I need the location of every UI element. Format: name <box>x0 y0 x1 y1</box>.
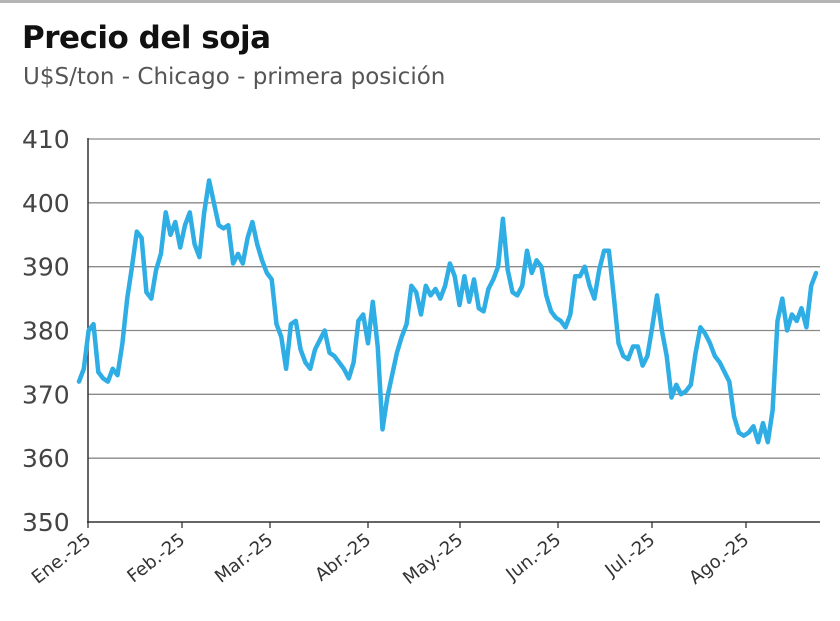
gridlines <box>88 138 820 459</box>
x-tick-label: Abr.-25 <box>311 529 375 585</box>
y-tick-label: 350 <box>22 508 70 537</box>
top-rule <box>0 0 840 3</box>
x-tick-label: Mar.-25 <box>211 529 277 587</box>
y-tick-label: 370 <box>22 380 70 409</box>
x-tick-label: Jul.-25 <box>601 529 660 581</box>
x-tick-label: Feb.-25 <box>123 529 189 587</box>
y-tick-label: 410 <box>22 125 70 154</box>
x-tick-label: Jun.-25 <box>502 529 566 585</box>
chart-subtitle: U$S/ton - Chicago - primera posición <box>23 64 446 90</box>
y-tick-label: 390 <box>22 253 70 282</box>
x-tick-label: Ene.-25 <box>28 529 95 588</box>
x-tick-label: Ago.-25 <box>685 529 753 588</box>
y-tick-label: 380 <box>22 317 70 346</box>
series-line <box>76 178 819 445</box>
series-layer <box>76 178 819 445</box>
y-tick-label: 360 <box>22 444 70 473</box>
chart-title: Precio del soja <box>22 20 271 56</box>
x-tick-label: May.-25 <box>399 529 467 589</box>
y-tick-label: 400 <box>22 189 70 218</box>
x-axis: Ene.-25 Feb.-25 Mar.-25 Abr.-25 May.-25 Jun.-… <box>28 521 820 589</box>
y-axis: 350 360 370 380 390 400 410 <box>22 125 89 537</box>
